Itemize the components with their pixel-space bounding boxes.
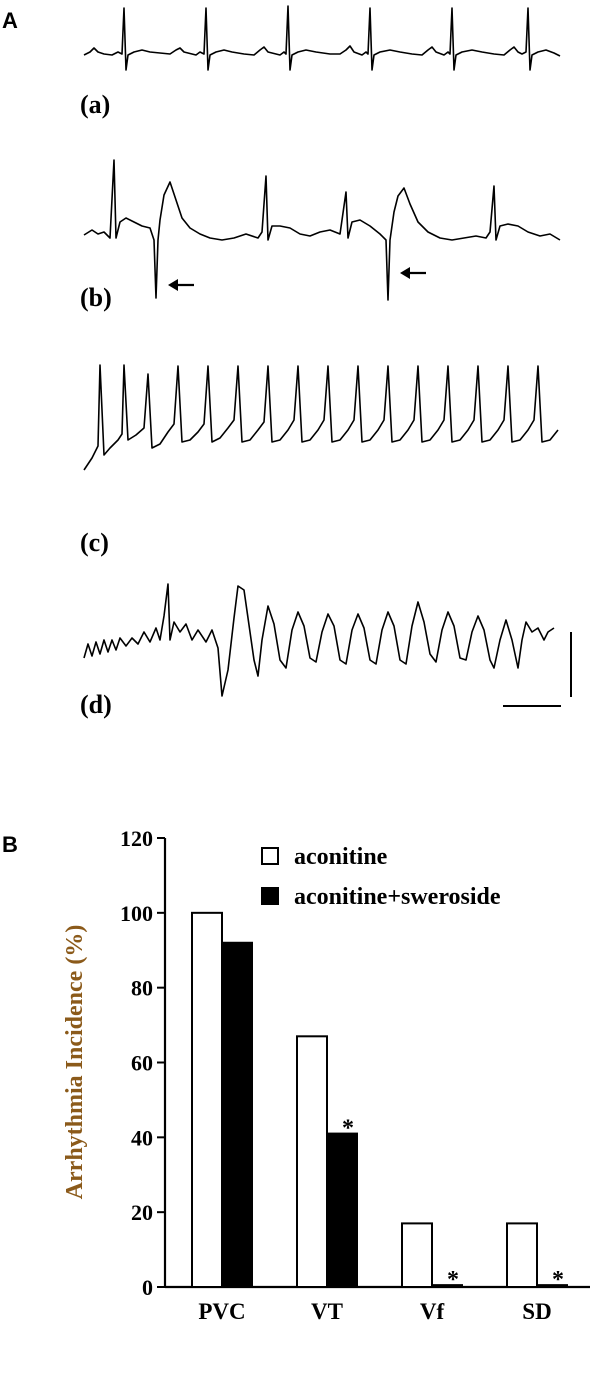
significance-star: * [447,1267,459,1293]
chart-legend: aconitine aconitine+sweroside [261,844,501,910]
arrow-icon [400,267,426,279]
legend-label: aconitine [294,844,388,870]
y-tick-label: 120 [120,826,153,851]
x-tick-label: SD [522,1299,551,1324]
chart-x-labels: PVC VT Vf SD [198,1299,551,1324]
ecg-trace-d [83,583,555,697]
y-tick-label: 60 [131,1051,153,1076]
y-tick-label: 100 [120,901,153,926]
ecg-trace-c [83,364,559,471]
chart-bars [191,911,568,1289]
significance-star: * [552,1267,564,1293]
bar-vf-sweroside [431,1284,463,1288]
bar-pvc-sweroside [221,941,253,1288]
y-tick-label: 80 [131,976,153,1001]
x-tick-label: PVC [198,1299,245,1324]
bar-vt-sweroside [326,1132,358,1289]
arrow-icon [168,279,194,291]
chart-annotations: * * * [342,1116,564,1294]
x-tick-label: Vf [420,1299,445,1324]
ecg-label-b: (b) [80,283,112,312]
ecg-label-d: (d) [80,690,112,719]
legend-swatch [261,847,279,865]
ecg-label-c: (c) [80,528,109,557]
bar-vf-aconitine [401,1222,433,1289]
significance-star: * [342,1116,354,1142]
ecg-label-a: (a) [80,90,111,119]
legend-swatch [261,887,279,905]
ecg-traces [83,5,572,707]
panel-letter-b: B [2,832,18,857]
ecg-trace-a [83,5,561,71]
y-tick-label: 20 [131,1200,153,1225]
y-tick-label: 40 [131,1125,153,1150]
ecg-trace-b [83,159,561,301]
x-tick-label: VT [311,1299,343,1324]
bar-sd-sweroside [536,1284,568,1288]
y-tick-label: 0 [142,1275,153,1300]
bar-vt-aconitine [296,1035,328,1289]
chart-y-axis-label: Arrhythmia Incidence (%) [62,925,88,1200]
legend-label: aconitine+sweroside [294,884,501,910]
panel-letter-a: A [2,8,18,33]
chart-ticks: 0 20 40 60 80 100 120 [120,826,165,1300]
bar-pvc-aconitine [191,911,223,1288]
bar-sd-aconitine [506,1222,538,1289]
